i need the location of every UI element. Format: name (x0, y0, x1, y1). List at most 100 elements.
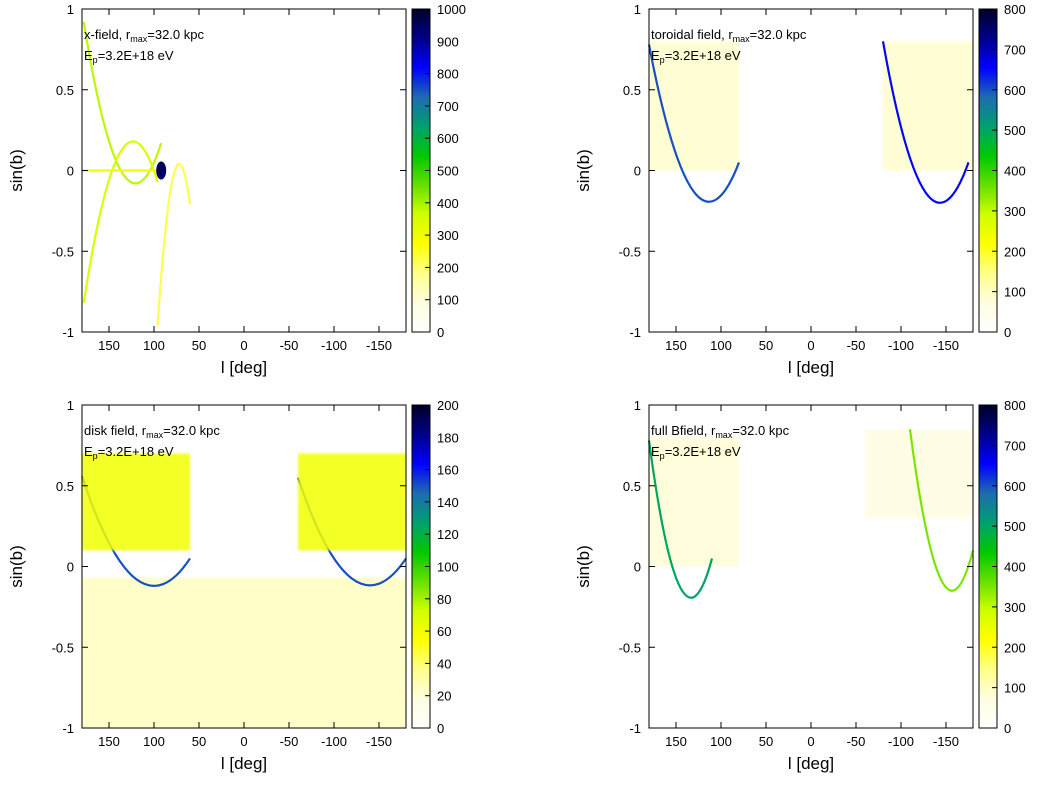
x-tick-label: 100 (143, 734, 165, 749)
y-tick-label: -0.5 (619, 244, 641, 259)
y-tick-label: 0 (67, 560, 74, 575)
y-tick-label: -1 (62, 721, 74, 736)
x-tick-label: 50 (192, 338, 206, 353)
y-tick-label: 1 (67, 398, 74, 413)
colorbar-tick-label: 0 (437, 721, 444, 736)
heatmap-band (883, 41, 973, 171)
x-tick-label: 100 (710, 338, 732, 353)
x-tick-label: -150 (933, 338, 959, 353)
y-tick-label: -1 (629, 325, 641, 340)
x-tick-label: -100 (321, 338, 347, 353)
colorbar-tick-label: 80 (437, 592, 451, 607)
y-tick-label: 0.5 (56, 479, 74, 494)
x-tick-label: -50 (280, 734, 299, 749)
colorbar-tick-label: 0 (1004, 325, 1011, 340)
x-tick-label: 0 (807, 734, 814, 749)
colorbar-tick-label: 600 (437, 131, 459, 146)
y-ticks: -1 -0.5 0 0.5 1 (619, 2, 973, 340)
colorbar-tick-label: 40 (437, 656, 451, 671)
heatmap-arc (647, 440, 714, 599)
y-tick-label: 0 (634, 560, 641, 575)
colorbar-tick-label: 100 (1004, 285, 1026, 300)
y-axis-label: sin(b) (7, 545, 26, 588)
colorbar-tick-label: 800 (437, 67, 459, 82)
y-tick-label: 1 (634, 2, 641, 17)
x-tick-label: -100 (321, 734, 347, 749)
x-tick-label: -150 (933, 734, 959, 749)
heatmap-area (80, 405, 407, 728)
colorbar-tick-label: 120 (437, 527, 459, 542)
colorbar-tick-label: 160 (437, 463, 459, 478)
annotation-line1: toroidal field, rmax=32.0 kpc (651, 27, 807, 44)
colorbar-tick-label: 500 (437, 164, 459, 179)
y-ticks: -1 -0.5 0 0.5 1 (52, 398, 406, 736)
colorbar-tick-label: 140 (437, 495, 459, 510)
colorbar-ticks: 0 100 200 300 400 500 600 700 800 (992, 2, 1026, 340)
colorbar-tick-label: 300 (437, 228, 459, 243)
x-tick-label: 50 (759, 734, 773, 749)
y-axis-label: sin(b) (574, 545, 593, 588)
x-tick-label: 100 (710, 734, 732, 749)
x-axis-label: l [deg] (221, 358, 267, 377)
colorbar-tick-label: 500 (1004, 519, 1026, 534)
y-tick-label: 1 (67, 2, 74, 17)
panel-x-field: 150 100 50 0 -50 -100 -150 -1-0.500.51 l [deg]… (7, 2, 466, 377)
annotation-line2: Ep=3.2E+18 eV (84, 48, 174, 65)
panel-disk-field: 150 100 50 0 -50 -100 -150 -1 -0.5 0 0.5 1 l [deg]… (7, 398, 459, 773)
y-axis-label: sin(b) (574, 149, 593, 192)
heatmap-arc (156, 163, 192, 326)
colorbar-tick-label: 300 (1004, 204, 1026, 219)
colorbar-tick-label: 900 (437, 34, 459, 49)
x-tick-label: 0 (240, 338, 247, 353)
x-ticks: 150 100 50 0 -50 -100 -150 (98, 9, 392, 353)
y-tick-label: 0.5 (623, 479, 641, 494)
x-ticks: 150 100 50 0 -50 -100 -150 (98, 405, 392, 749)
y-tick-label: -0.5 (52, 640, 74, 655)
colorbar-tick-label: 100 (437, 293, 459, 308)
y-tick-label: -1 (629, 721, 641, 736)
colorbar-tick-label: 400 (1004, 560, 1026, 575)
heatmap-arc (647, 44, 741, 203)
heatmap-band (298, 453, 406, 551)
colorbar-ticks: 0 20 40 60 80 100 120 140 160 180 200 (425, 398, 459, 736)
y-tick-label: 0.5 (56, 83, 74, 98)
colorbar-tick-label: 60 (437, 624, 451, 639)
colorbar-tick-label: 200 (437, 398, 459, 413)
x-tick-label: -150 (366, 734, 392, 749)
colorbar-tick-label: 600 (1004, 83, 1026, 98)
colorbar-tick-label: 400 (1004, 164, 1026, 179)
colorbar-ticks: 0 100 200 300 400 500 600 700 800 (992, 398, 1026, 736)
heatmap-band (82, 577, 406, 728)
y-tick-label: -0.5 (52, 244, 74, 259)
heatmap-band (865, 429, 973, 519)
y-axis-label: sin(b) (7, 149, 26, 192)
colorbar-tick-label: 1000 (437, 2, 466, 17)
heatmap-arc (908, 429, 975, 592)
x-ticks: 150 100 50 0 -50 -100 -150 (665, 405, 959, 749)
heatmap-band (82, 453, 190, 551)
heatmap-arc (82, 140, 159, 304)
panel-full-bfield: 150 100 50 0 -50 -100 -150 -1-0.500.51 l [deg]… (574, 398, 1026, 773)
x-axis-label: l [deg] (788, 754, 834, 773)
heatmap-area (647, 405, 975, 728)
x-axis-label: l [deg] (221, 754, 267, 773)
x-tick-label: 100 (143, 338, 165, 353)
colorbar-tick-label: 500 (1004, 123, 1026, 138)
x-ticks: 150 100 50 0 -50 -100 -150 (665, 9, 959, 353)
colorbar-tick-label: 180 (437, 430, 459, 445)
colorbar-tick-label: 700 (1004, 42, 1026, 57)
x-axis-label: l [deg] (788, 358, 834, 377)
x-tick-label: -50 (847, 734, 866, 749)
y-tick-label: -0.5 (619, 640, 641, 655)
heatmap-arc (881, 41, 970, 204)
panel-toroidal-field: 150 100 50 0 -50 -100 -150 -1-0.500.51 l [deg]… (574, 2, 1026, 377)
x-tick-label: 150 (98, 734, 120, 749)
y-tick-label: -1 (62, 325, 74, 340)
colorbar-tick-label: 800 (1004, 398, 1026, 413)
annotation-line1: x-field, rmax=32.0 kpc (84, 27, 204, 44)
x-tick-label: 50 (192, 734, 206, 749)
x-tick-label: 50 (759, 338, 773, 353)
heatmap-band (649, 437, 739, 567)
y-tick-label: 0 (67, 164, 74, 179)
